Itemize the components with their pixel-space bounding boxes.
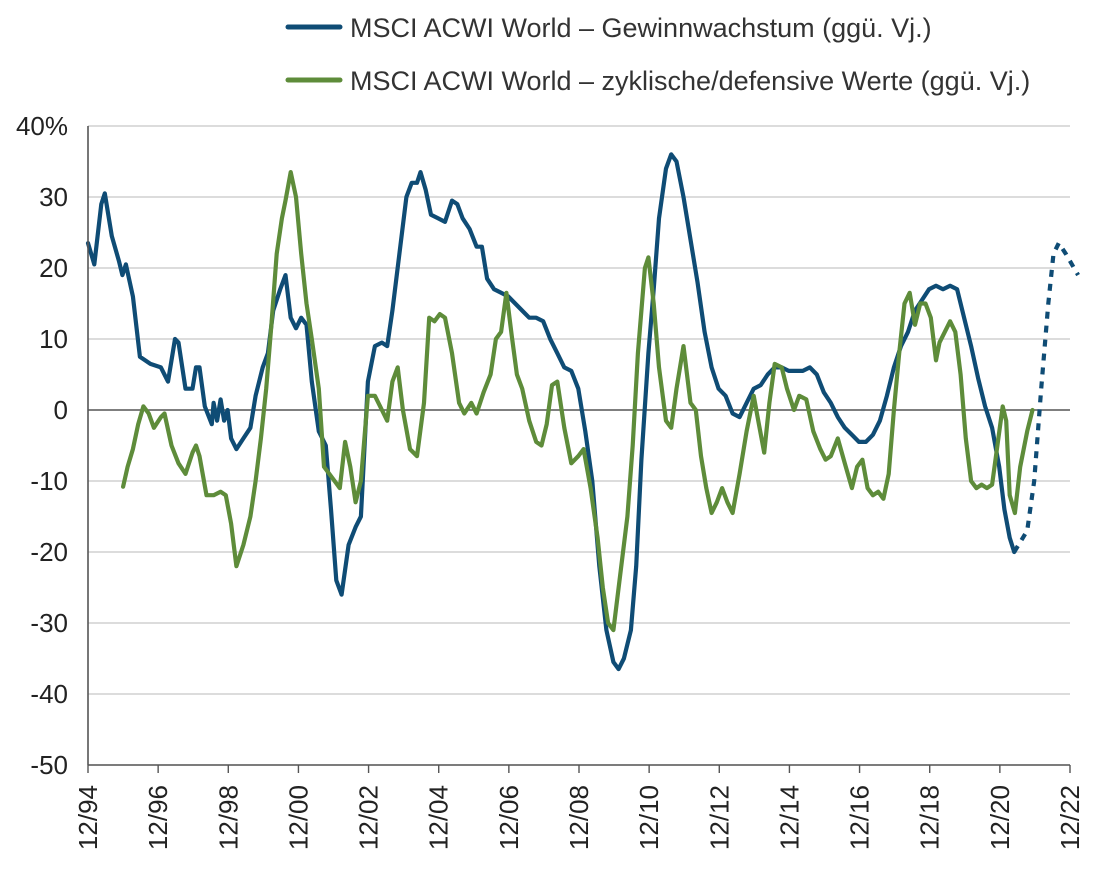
legend-label-earnings: MSCI ACWI World – Gewinnwachstum (ggü. V… — [350, 13, 932, 43]
y-tick-label: 30 — [39, 182, 68, 212]
x-tick-label: 12/06 — [494, 785, 524, 850]
y-tick-label: -20 — [30, 537, 68, 567]
x-tick-label: 12/96 — [143, 785, 173, 850]
x-axis: 12/94 12/96 12/98 12/00 12/02 12/04 12/06 12/08… — [73, 764, 1085, 850]
y-tick-label: 40% — [16, 111, 68, 141]
series-earnings-forecast — [1012, 241, 1080, 554]
x-tick-label: 12/00 — [283, 785, 313, 850]
y-axis: 40% 30 20 10 0 -10 -20 -30 -40 -50 — [16, 111, 89, 780]
y-tick-label: 0 — [54, 395, 68, 425]
y-tick-label: -40 — [30, 679, 68, 709]
series-earnings-growth — [85, 152, 1017, 672]
y-tick-label: 10 — [39, 324, 68, 354]
x-tick-label: 12/12 — [704, 785, 734, 850]
x-tick-label: 12/14 — [774, 785, 804, 850]
legend: MSCI ACWI World – Gewinnwachstum (ggü. V… — [285, 13, 1030, 96]
legend-label-cyclical-defensive: MSCI ACWI World – zyklische/defensive We… — [350, 66, 1030, 96]
x-tick-label: 12/04 — [424, 785, 454, 850]
y-tick-label: -10 — [30, 466, 68, 496]
y-tick-label: 20 — [39, 253, 68, 283]
x-tick-label: 12/98 — [213, 785, 243, 850]
x-tick-label: 12/08 — [564, 785, 594, 850]
x-tick-label: 12/20 — [985, 785, 1015, 850]
series-cyclical-defensive — [121, 170, 1035, 633]
y-tick-label: -50 — [30, 750, 68, 780]
y-tick-label: -30 — [30, 608, 68, 638]
x-tick-label: 12/22 — [1055, 785, 1085, 850]
legend-entry-cyclical-defensive: MSCI ACWI World – zyklische/defensive We… — [285, 66, 1030, 96]
legend-entry-earnings: MSCI ACWI World – Gewinnwachstum (ggü. V… — [285, 13, 932, 43]
x-tick-label: 12/10 — [634, 785, 664, 850]
x-tick-label: 12/02 — [354, 785, 384, 850]
series-layer — [85, 152, 1080, 672]
x-tick-label: 12/16 — [845, 785, 875, 850]
x-tick-label: 12/18 — [915, 785, 945, 850]
x-tick-label: 12/94 — [73, 785, 103, 850]
